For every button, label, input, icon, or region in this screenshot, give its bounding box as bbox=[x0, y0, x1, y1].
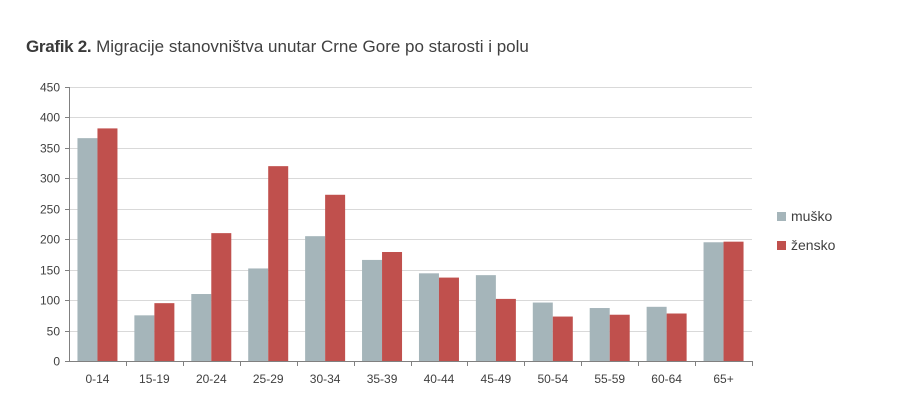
y-tick-label: 50 bbox=[47, 325, 61, 339]
bar-zensko-40-44 bbox=[438, 277, 459, 361]
bar-musko-45-49 bbox=[475, 275, 496, 361]
x-tick-label: 30-34 bbox=[310, 372, 341, 386]
y-tick-label: 0 bbox=[53, 355, 60, 369]
chart-title-text: Migracije stanovništva unutar Crne Gore … bbox=[96, 37, 529, 56]
bar-zensko-60-64 bbox=[666, 313, 687, 361]
bar-musko-65+ bbox=[703, 242, 724, 361]
bar-musko-15-19 bbox=[134, 315, 155, 361]
legend-label-musko: muško bbox=[791, 208, 832, 224]
bar-musko-55-59 bbox=[589, 308, 610, 361]
bar-zensko-20-24 bbox=[211, 233, 232, 361]
y-tick-label: 250 bbox=[40, 203, 60, 217]
x-tick-label: 15-19 bbox=[139, 372, 170, 386]
y-tick-label: 100 bbox=[40, 294, 60, 308]
y-tick-label: 350 bbox=[40, 142, 60, 156]
bar-musko-30-34 bbox=[305, 236, 326, 361]
y-tick-label: 150 bbox=[40, 264, 60, 278]
bar-zensko-30-34 bbox=[325, 194, 346, 361]
x-tick-label: 50-54 bbox=[537, 372, 568, 386]
legend: muško žensko bbox=[777, 208, 836, 253]
bar-zensko-25-29 bbox=[268, 166, 289, 361]
y-tick-label: 450 bbox=[40, 81, 60, 95]
bar-musko-50-54 bbox=[532, 302, 553, 361]
bar-musko-25-29 bbox=[248, 268, 269, 361]
legend-label-zensko: žensko bbox=[791, 237, 836, 253]
y-tick-label: 400 bbox=[40, 111, 60, 125]
bar-zensko-55-59 bbox=[609, 314, 630, 361]
bar-musko-60-64 bbox=[646, 306, 667, 361]
y-tick-label: 200 bbox=[40, 233, 60, 247]
legend-swatch-zensko bbox=[777, 241, 786, 250]
chart-title: Grafik 2. Migracije stanovništva unutar … bbox=[26, 37, 529, 57]
x-tick-label: 45-49 bbox=[481, 372, 512, 386]
bar-zensko-50-54 bbox=[552, 316, 573, 361]
x-tick-label: 0-14 bbox=[85, 372, 109, 386]
chart-title-lead: Grafik 2. bbox=[26, 37, 92, 56]
x-tick-label: 40-44 bbox=[424, 372, 455, 386]
legend-swatch-musko bbox=[777, 212, 786, 221]
bar-musko-20-24 bbox=[191, 294, 212, 361]
bar-zensko-35-39 bbox=[382, 252, 403, 361]
x-tick-label: 35-39 bbox=[367, 372, 398, 386]
bar-musko-35-39 bbox=[362, 259, 383, 361]
bar-zensko-15-19 bbox=[154, 303, 175, 361]
bar-zensko-65+ bbox=[723, 241, 744, 361]
x-tick-label: 25-29 bbox=[253, 372, 284, 386]
gridlines bbox=[69, 87, 752, 332]
bar-zensko-0-14 bbox=[97, 128, 118, 361]
x-tick-label: 60-64 bbox=[651, 372, 682, 386]
x-tick-label: 65+ bbox=[713, 372, 733, 386]
bar-musko-40-44 bbox=[418, 273, 439, 361]
axes: 0 50 100 150 200 250 300 350 400 450 0-14 15-19 20-2… bbox=[40, 81, 753, 386]
x-tick-label: 55-59 bbox=[594, 372, 625, 386]
y-tick-label: 300 bbox=[40, 172, 60, 186]
bar-zensko-45-49 bbox=[495, 298, 516, 361]
x-tick-label: 20-24 bbox=[196, 372, 227, 386]
bars bbox=[77, 128, 744, 361]
bar-musko-0-14 bbox=[77, 138, 98, 361]
